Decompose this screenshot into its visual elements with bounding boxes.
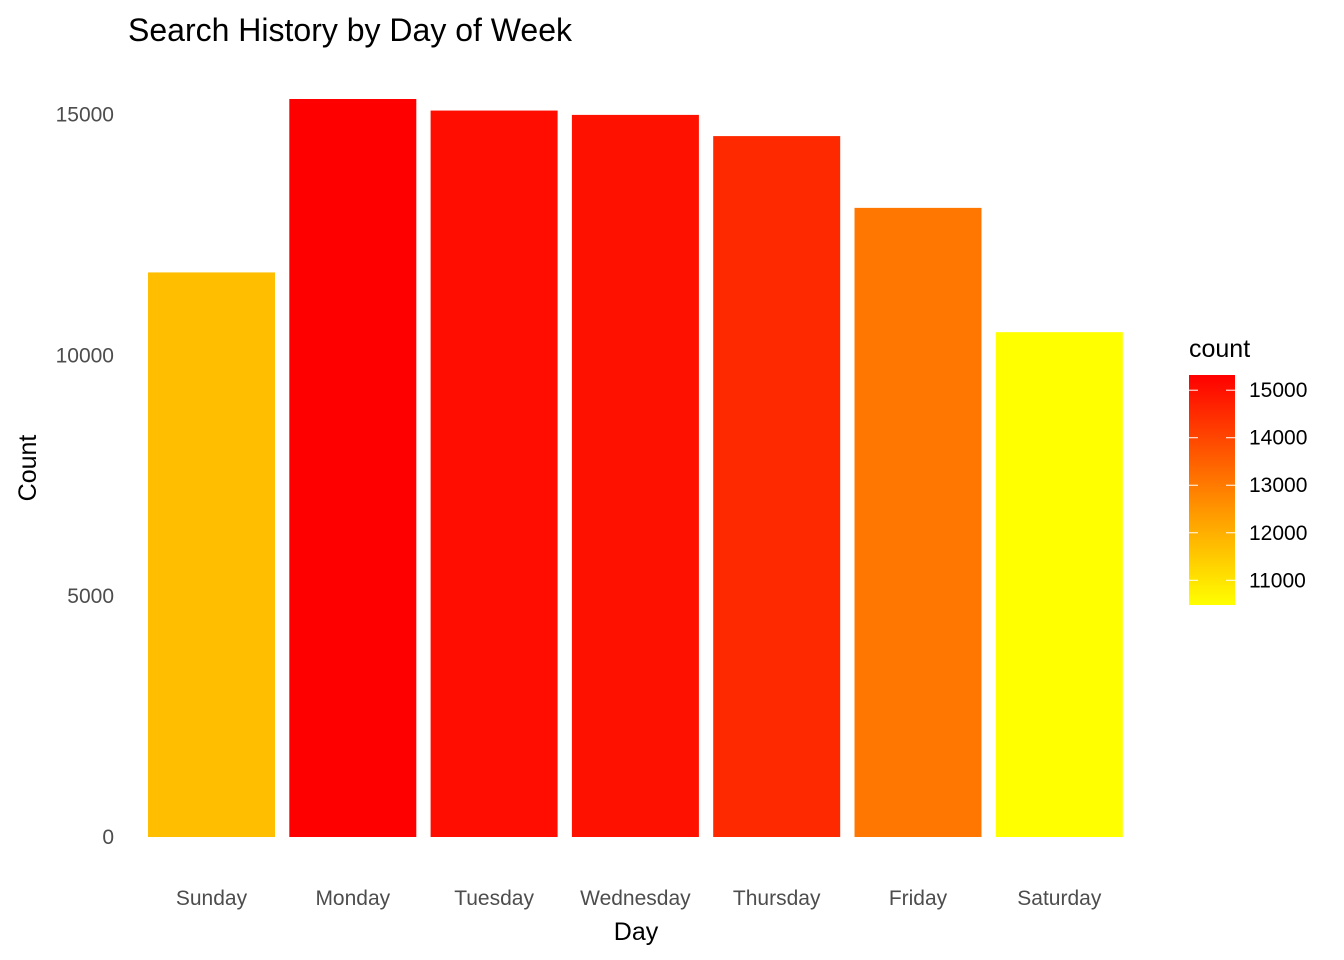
y-tick-label: 5000 (67, 585, 114, 608)
legend-tick-label: 12000 (1249, 522, 1307, 545)
x-tick-label: Thursday (733, 887, 821, 910)
x-tick-label: Monday (315, 887, 390, 910)
y-axis-title: Count (14, 435, 42, 502)
x-tick-label: Sunday (176, 887, 248, 910)
bar-sunday (148, 272, 275, 837)
bar-saturday (995, 332, 1123, 837)
legend-colorbar (1189, 375, 1235, 605)
bar-thursday (713, 136, 841, 838)
legend-tick-label: 15000 (1249, 379, 1307, 402)
y-tick-label: 10000 (56, 344, 114, 367)
y-tick-label: 0 (102, 826, 114, 849)
x-axis-title: Day (614, 918, 659, 946)
legend-ticks: 11000 12000 13000 14000 15000 (1189, 379, 1307, 592)
x-axis-ticks: Sunday Monday Tuesday Wednesday Thursday Frid… (176, 887, 1102, 910)
x-tick-label: Friday (889, 887, 948, 910)
bar-monday (289, 99, 417, 837)
x-tick-label: Saturday (1017, 887, 1102, 910)
y-axis-ticks: 0 5000 10000 15000 (56, 103, 114, 849)
legend-tick-label: 14000 (1249, 427, 1307, 450)
x-tick-label: Tuesday (454, 887, 534, 910)
color-legend: count 11000 12000 13000 14000 15000 (1189, 335, 1307, 605)
bar-wednesday (571, 114, 699, 838)
chart-title: Search History by Day of Week (128, 12, 573, 48)
legend-title: count (1189, 335, 1250, 363)
bar-friday (854, 207, 982, 837)
legend-tick-label: 13000 (1249, 474, 1307, 497)
x-tick-label: Wednesday (580, 887, 691, 910)
bar-tuesday (430, 110, 558, 838)
legend-tick-label: 11000 (1249, 569, 1306, 592)
y-tick-label: 15000 (56, 103, 114, 126)
bars (148, 99, 1123, 838)
